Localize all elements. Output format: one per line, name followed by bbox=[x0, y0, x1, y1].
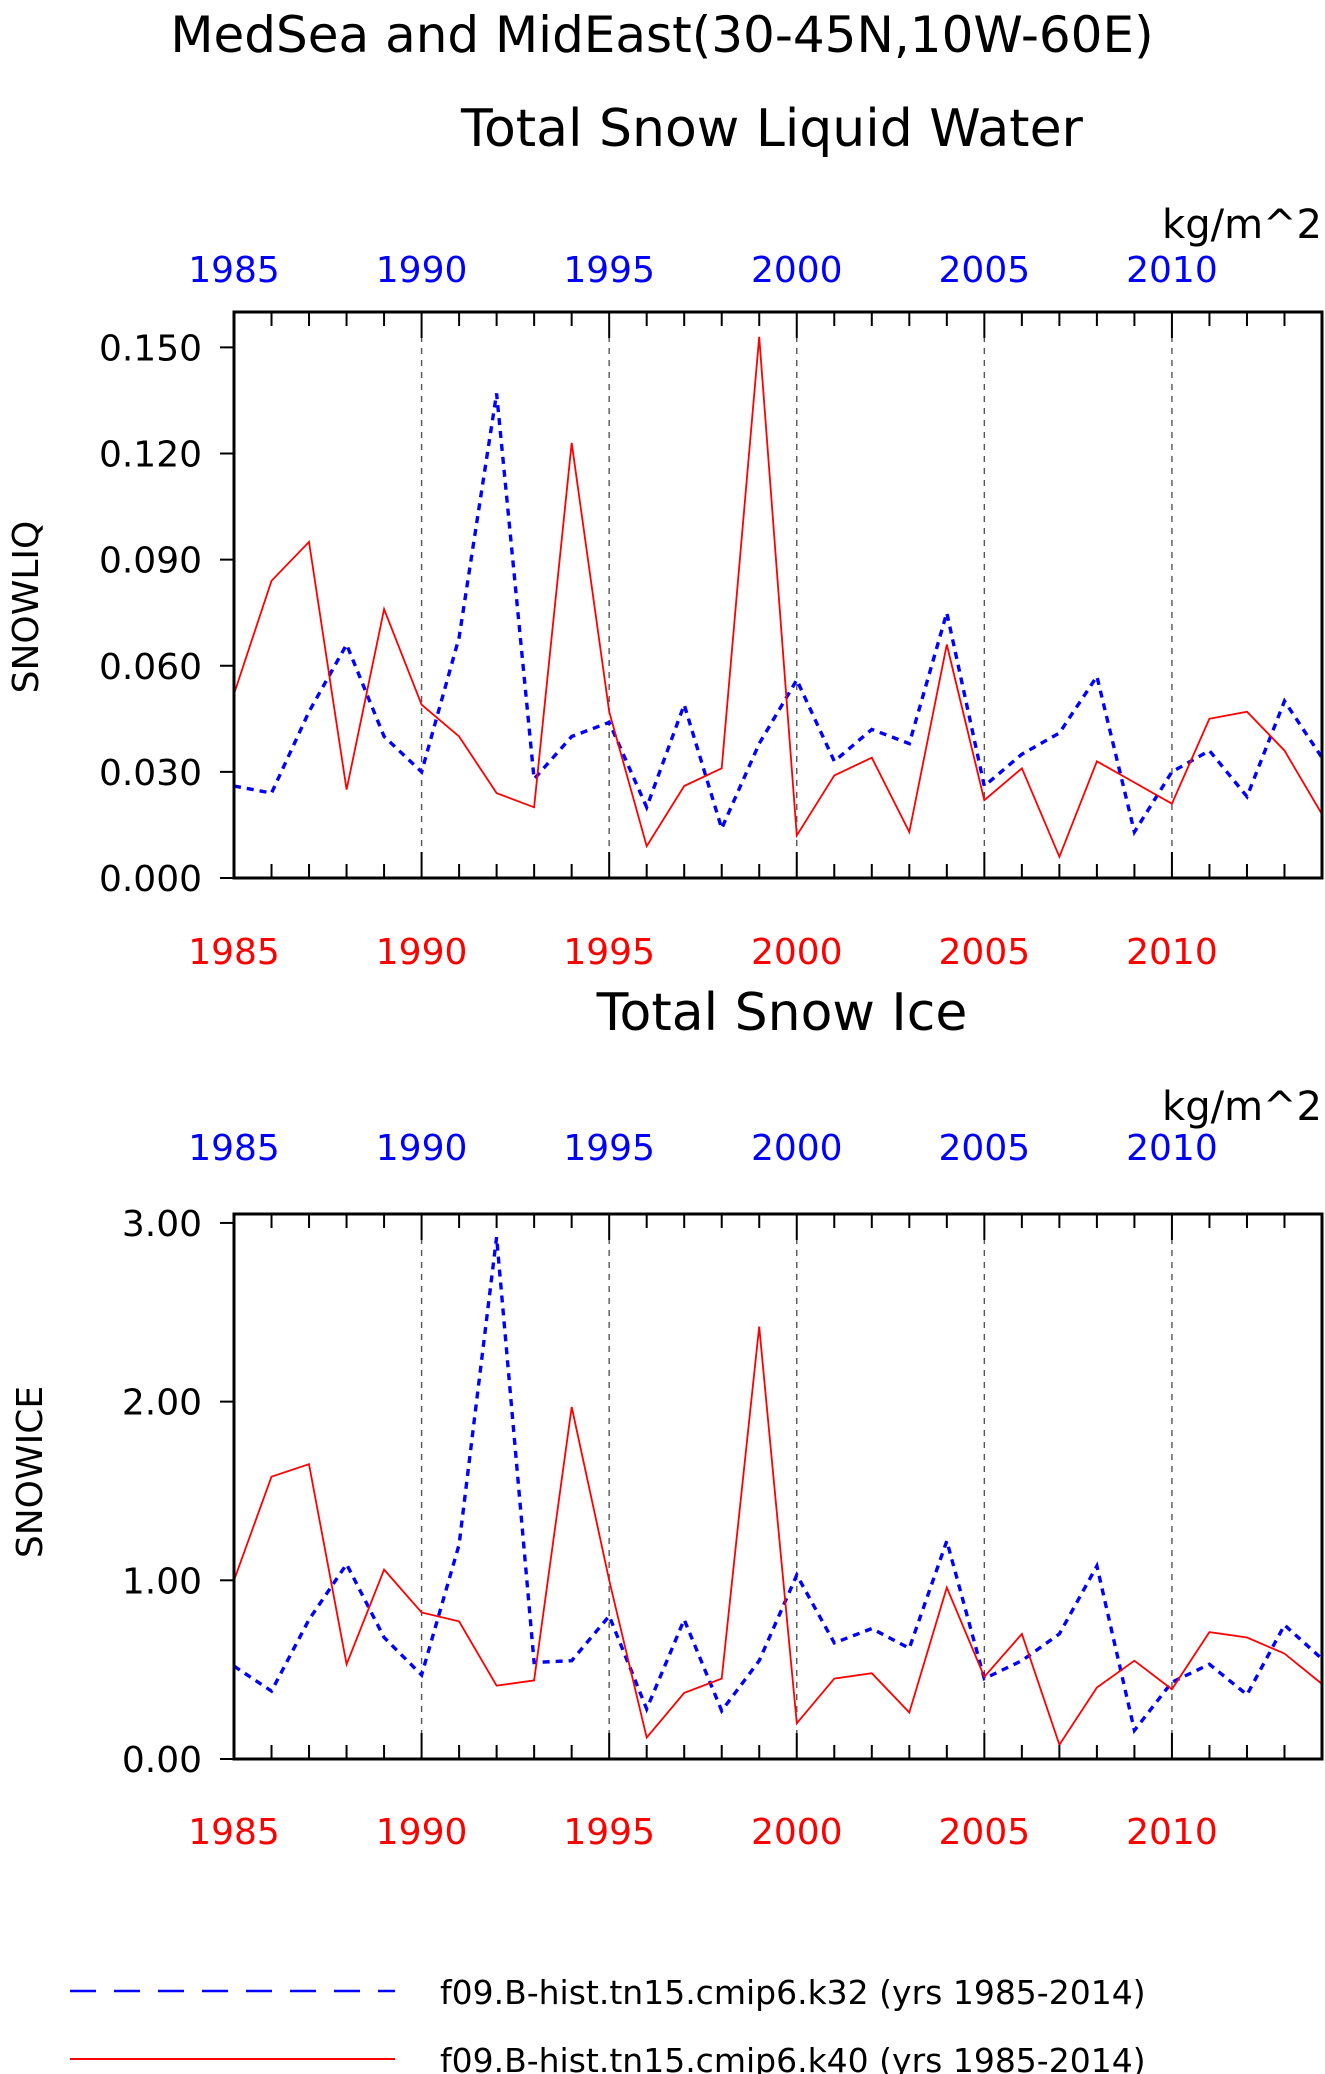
y-tick-label: 0.030 bbox=[99, 753, 202, 794]
x-tick-label-top: 2010 bbox=[1126, 250, 1218, 291]
x-tick-label-top: 1995 bbox=[563, 1128, 655, 1169]
y-tick-label: 0.00 bbox=[122, 1740, 202, 1781]
y-tick-label: 3.00 bbox=[122, 1204, 202, 1245]
x-tick-label-top: 1985 bbox=[188, 250, 280, 291]
x-tick-label-top: 1990 bbox=[376, 1128, 468, 1169]
x-tick-label-bottom: 2005 bbox=[939, 1812, 1031, 1853]
chart-panel-snowliq: Total Snow Liquid Water kg/m^2 SNOWLIQ 1… bbox=[6, 99, 1324, 973]
x-tick-label-bottom: 1985 bbox=[188, 1812, 280, 1853]
x-tick-label-bottom: 2010 bbox=[1126, 932, 1218, 973]
units-label: kg/m^2 bbox=[1162, 1084, 1322, 1130]
series-line-k40 bbox=[233, 336, 1323, 860]
x-tick-label-top: 2005 bbox=[939, 1128, 1031, 1169]
plot-frame bbox=[232, 1212, 1324, 1761]
axes bbox=[220, 310, 1324, 880]
x-tick-label-top: 2010 bbox=[1126, 1128, 1218, 1169]
y-tick-label: 2.00 bbox=[122, 1383, 202, 1424]
legend: f09.B-hist.tn15.cmip6.k32 (yrs 1985-2014… bbox=[70, 1973, 1146, 2074]
series-lines bbox=[233, 1236, 1324, 1747]
x-tick-label-bottom: 1985 bbox=[188, 932, 280, 973]
x-tick-label-top: 1990 bbox=[376, 250, 468, 291]
x-tick-label-top: 1995 bbox=[563, 250, 655, 291]
x-tick-label-bottom: 1990 bbox=[376, 932, 468, 973]
y-axis-label: SNOWLIQ bbox=[6, 521, 47, 694]
chart-panel-snowice: Total Snow Ice kg/m^2 SNOWICE 1985198519… bbox=[10, 983, 1324, 1853]
x-tick-label-bottom: 1995 bbox=[563, 1812, 655, 1853]
chart-title: Total Snow Liquid Water bbox=[460, 99, 1084, 159]
x-tick-label-bottom: 1995 bbox=[563, 932, 655, 973]
gridlines bbox=[420, 312, 1173, 878]
plot-frame bbox=[232, 310, 1324, 880]
units-label: kg/m^2 bbox=[1162, 202, 1322, 248]
x-tick-label-top: 2005 bbox=[939, 250, 1031, 291]
legend-label-k40: f09.B-hist.tn15.cmip6.k40 (yrs 1985-2014… bbox=[440, 2041, 1146, 2074]
series-line-k32 bbox=[233, 1236, 1324, 1735]
axes bbox=[220, 1212, 1324, 1761]
x-tick-label-bottom: 2000 bbox=[751, 1812, 843, 1853]
y-tick-label: 0.120 bbox=[99, 435, 202, 476]
legend-label-k32: f09.B-hist.tn15.cmip6.k32 (yrs 1985-2014… bbox=[440, 1973, 1146, 2012]
y-tick-label: 0.150 bbox=[99, 328, 202, 369]
series-line-k40 bbox=[233, 1326, 1323, 1747]
chart-title: Total Snow Ice bbox=[596, 983, 968, 1043]
x-tick-label-bottom: 1990 bbox=[376, 1812, 468, 1853]
figure-title: MedSea and MidEast(30-45N,10W-60E) bbox=[170, 6, 1153, 64]
x-tick-label-top: 1985 bbox=[188, 1128, 280, 1169]
x-tick-label-bottom: 2005 bbox=[939, 932, 1031, 973]
tick-labels: 1985 1985 1990 1990 1995 1995 2000 2000 2005 2005… bbox=[122, 1128, 1218, 1853]
y-tick-label: 0.090 bbox=[99, 541, 202, 582]
x-tick-label-bottom: 2010 bbox=[1126, 1812, 1218, 1853]
tick-labels: 1985 1985 1990 1990 1995 1995 2000 2000 2005 2005… bbox=[99, 250, 1218, 973]
series-lines bbox=[233, 336, 1324, 860]
series-line-k32 bbox=[233, 393, 1324, 837]
y-axis-label: SNOWICE bbox=[10, 1386, 51, 1558]
x-tick-label-top: 2000 bbox=[751, 1128, 843, 1169]
x-tick-label-bottom: 2000 bbox=[751, 932, 843, 973]
x-tick-label-top: 2000 bbox=[751, 250, 843, 291]
y-tick-label: 0.000 bbox=[99, 859, 202, 900]
y-tick-label: 1.00 bbox=[122, 1561, 202, 1602]
y-tick-label: 0.060 bbox=[99, 647, 202, 688]
